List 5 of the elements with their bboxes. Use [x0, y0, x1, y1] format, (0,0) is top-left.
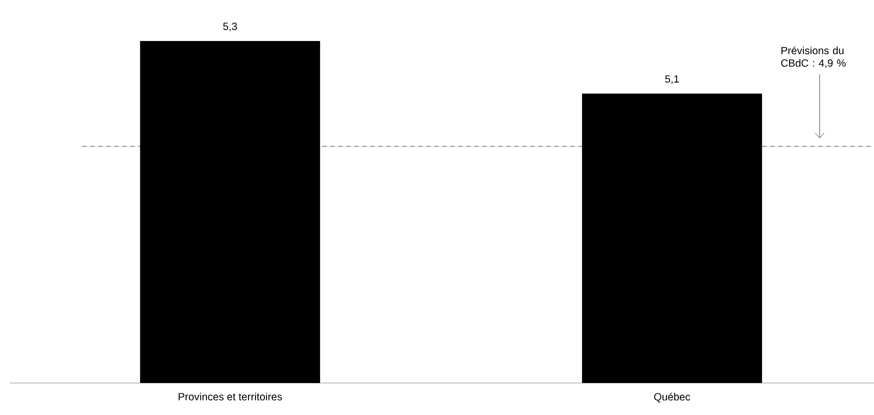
ref-line-label: Prévisions du CBdC : 4,9 %	[781, 46, 846, 68]
data-label: 5,1	[665, 75, 679, 84]
x-tick-label: Québec	[654, 392, 690, 402]
data-label: 5,3	[223, 22, 237, 32]
x-tick-label: Provinces et territoires	[178, 392, 282, 400]
